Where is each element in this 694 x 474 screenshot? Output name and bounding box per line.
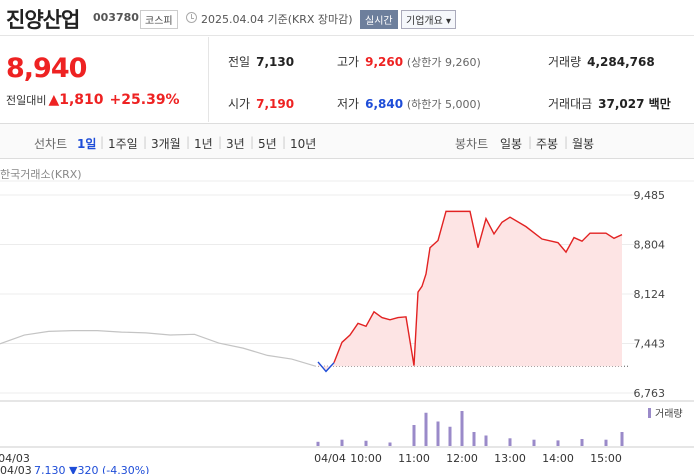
prev-day-line <box>0 330 317 367</box>
change-percent: +25.39% <box>109 92 180 108</box>
volume-bar <box>364 440 368 446</box>
stat-label: 시가 <box>228 97 251 111</box>
stat-note: (하한가 5,000) <box>406 98 481 111</box>
period-tab-1y[interactable]: 1년 <box>194 137 213 151</box>
divider: | <box>100 135 105 149</box>
current-price: 8,940 <box>6 53 87 84</box>
period-tab-1d[interactable]: 1일 <box>77 137 97 151</box>
y-tick-label: 8,124 <box>634 288 666 301</box>
y-tick-label: 6,763 <box>634 387 666 400</box>
stat-trading-value: 거래대금 37,027 백만 <box>548 95 671 112</box>
price-line-up <box>333 210 623 366</box>
volume-bar <box>412 425 416 446</box>
x-tick-label: 14:00 <box>542 452 574 465</box>
ticker-code: 003780 <box>93 11 139 24</box>
volume-bar <box>388 442 392 446</box>
period-tab-1w[interactable]: 1주일 <box>108 137 138 151</box>
line-chart-label: 선차트 <box>34 137 68 151</box>
divider: | <box>186 135 191 149</box>
volume-bar <box>532 439 536 446</box>
stat-label: 거래량 <box>548 55 582 69</box>
stat-label: 고가 <box>337 55 360 69</box>
divider: | <box>564 135 569 149</box>
stat-prev-close: 전일 7,130 <box>228 53 294 70</box>
volume-legend-label: 거래량 <box>655 408 683 420</box>
x-tick-label: 15:00 <box>590 452 622 465</box>
stat-label: 거래대금 <box>548 97 593 111</box>
chart-source: 한국거래소(KRX) <box>0 168 82 181</box>
header-bar: 진양산업 003780 코스피 2025.04.04 기준(KRX 장마감) 실… <box>0 0 694 36</box>
as-of-date: 2025.04.04 기준(KRX 장마감) <box>201 13 353 26</box>
divider: | <box>143 135 148 149</box>
price-area-fill <box>318 211 622 372</box>
y-tick-label: 7,443 <box>634 338 666 351</box>
volume-bar <box>340 439 344 446</box>
stat-note: (상한가 9,260) <box>406 56 481 69</box>
company-overview-dropdown[interactable]: 기업개요 ▾ <box>401 10 456 29</box>
footer-date: 04/03 <box>0 464 32 474</box>
period-tab-3m[interactable]: 3개월 <box>151 137 181 151</box>
x-tick-label: 04/03 <box>0 452 30 465</box>
candle-tab-daily[interactable]: 일봉 <box>500 137 523 151</box>
volume-bar <box>424 412 428 446</box>
footer-close: 7,130 ▼320 (-4.30%) <box>34 464 149 474</box>
candle-chart-label: 봉차트 <box>455 137 489 151</box>
stat-value: 7,130 <box>256 55 295 69</box>
chart-period-bar: 선차트 1일 | 1주일 | 3개월 | 1년 | 3년 | 5년 | 10년 … <box>0 123 694 159</box>
volume-legend-swatch <box>648 408 651 418</box>
period-tab-10y[interactable]: 10년 <box>290 137 317 151</box>
stat-open: 시가 7,190 <box>228 95 294 112</box>
volume-bar <box>604 439 608 446</box>
stat-value: 9,260 <box>365 55 404 69</box>
period-tab-3y[interactable]: 3년 <box>226 137 245 151</box>
x-tick-label: 11:00 <box>398 452 430 465</box>
volume-bar <box>484 435 488 446</box>
company-name: 진양산업 <box>6 8 80 32</box>
candle-tab-weekly[interactable]: 주봉 <box>536 137 559 151</box>
stat-label: 전일 <box>228 55 251 69</box>
divider: | <box>250 135 255 149</box>
price-line-down <box>317 361 335 373</box>
change-amount: ▲1,810 <box>48 92 104 108</box>
volume-bar <box>448 426 452 446</box>
y-tick-label: 8,804 <box>634 239 666 252</box>
x-tick-label: 04/04 <box>314 452 346 465</box>
change-label: 전일대비 <box>6 94 47 107</box>
stat-volume: 거래량 4,284,768 <box>548 53 655 70</box>
volume-bar <box>472 432 476 446</box>
stat-high: 고가 9,260 (상한가 9,260) <box>337 53 481 70</box>
market-badge: 코스피 <box>140 10 178 29</box>
stat-label: 저가 <box>337 97 360 111</box>
realtime-button[interactable]: 실시간 <box>360 10 398 29</box>
volume-bar <box>436 421 440 446</box>
divider: | <box>218 135 223 149</box>
volume-bar <box>508 438 512 446</box>
clock-icon <box>186 12 197 23</box>
change-row: 전일대비 ▲1,810 +25.39% <box>6 92 180 108</box>
candle-tab-monthly[interactable]: 월봉 <box>572 137 595 151</box>
stat-value: 7,190 <box>256 97 295 111</box>
volume-bar <box>460 411 464 446</box>
period-tab-5y[interactable]: 5년 <box>258 137 277 151</box>
stat-low: 저가 6,840 (하한가 5,000) <box>337 95 481 112</box>
volume-bar <box>316 441 320 446</box>
divider <box>208 37 209 122</box>
y-tick-label: 9,485 <box>634 189 666 202</box>
x-tick-label: 12:00 <box>446 452 478 465</box>
x-tick-label: 13:00 <box>494 452 526 465</box>
divider: | <box>528 135 533 149</box>
x-tick-label: 10:00 <box>350 452 382 465</box>
stat-value: 6,840 <box>365 97 404 111</box>
divider: | <box>282 135 287 149</box>
stat-value: 37,027 백만 <box>598 97 671 111</box>
volume-bar <box>580 439 584 446</box>
volume-bar <box>556 440 560 446</box>
stat-value: 4,284,768 <box>587 55 655 69</box>
volume-bar <box>620 432 624 446</box>
